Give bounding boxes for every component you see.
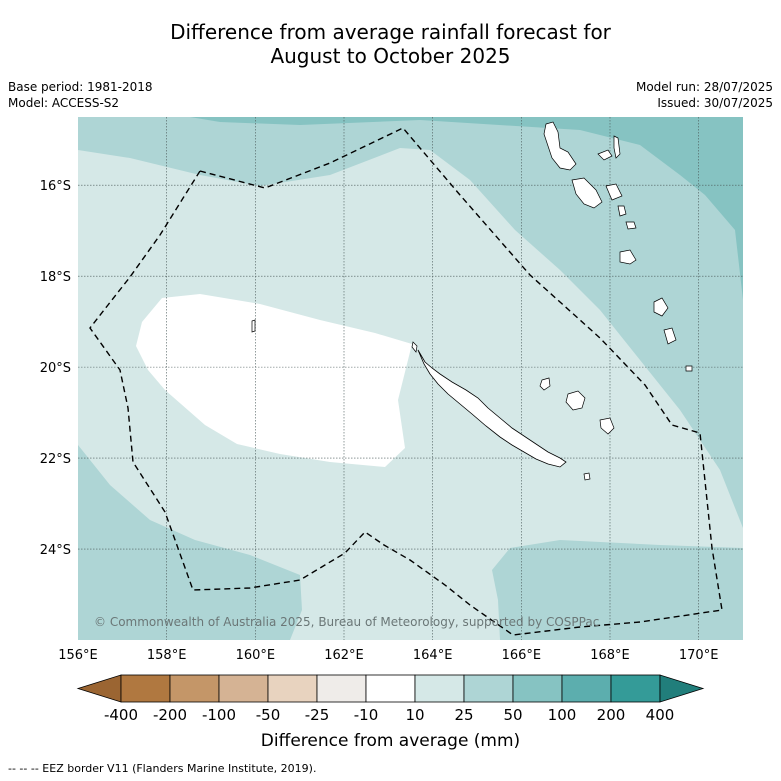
chart-title: Difference from average rainfall forecas… bbox=[0, 20, 781, 68]
contour-minus10-10 bbox=[136, 294, 412, 467]
base-period: Base period: 1981-2018 bbox=[8, 80, 153, 94]
lat-tick-label: 22°S bbox=[40, 452, 71, 467]
lon-tick-label: 162°E bbox=[324, 648, 364, 663]
colorbar-tick-labels: -400 -200 -100 -50 -25 -10 10 25 50 100 200 400 bbox=[104, 706, 674, 724]
lifou-island bbox=[539, 377, 551, 391]
colorbar-segment bbox=[316, 674, 367, 703]
colorbar-title: Difference from average (mm) bbox=[260, 731, 521, 751]
colorbar-tick-label: 100 bbox=[548, 706, 577, 724]
epi bbox=[617, 205, 627, 217]
isle-of-pines bbox=[583, 472, 591, 481]
colorbar-extend-low bbox=[76, 674, 122, 703]
shepherd-islet bbox=[625, 221, 637, 230]
aneityum bbox=[685, 365, 693, 372]
model-name: Model: ACCESS-S2 bbox=[8, 96, 120, 110]
colorbar-tick-label: -200 bbox=[153, 706, 187, 724]
lat-tick-label: 24°S bbox=[40, 543, 71, 558]
efate bbox=[619, 249, 637, 265]
eez-legend-note: -- -- -- EEZ border V11 (Flanders Marine… bbox=[8, 762, 317, 775]
eez-border bbox=[89, 127, 723, 636]
colorbar-segment bbox=[267, 674, 318, 703]
espiritu-santo bbox=[543, 121, 577, 171]
colorbar-tick-label: 200 bbox=[597, 706, 626, 724]
lon-tick-label: 170°E bbox=[679, 648, 719, 663]
meta-right: Model run: 28/07/2025 Issued: 30/07/2025 bbox=[636, 79, 773, 111]
chesterfield-islet bbox=[251, 319, 256, 333]
erromango bbox=[653, 297, 669, 317]
colorbar-segment bbox=[218, 674, 269, 703]
mare-island bbox=[565, 390, 586, 411]
map-area: © Commonwealth of Australia 2025, Bureau… bbox=[78, 117, 743, 640]
ambae bbox=[597, 149, 613, 161]
colorbar-segment bbox=[512, 674, 563, 703]
meta-left: Base period: 1981-2018 Model: ACCESS-S2 bbox=[8, 79, 153, 111]
lat-tick-label: 20°S bbox=[40, 361, 71, 376]
colorbar-tick-label: -50 bbox=[256, 706, 281, 724]
islet bbox=[411, 341, 418, 353]
lon-tick-label: 164°E bbox=[413, 648, 453, 663]
lat-tick-label: 16°S bbox=[40, 179, 71, 194]
malekula bbox=[571, 177, 603, 209]
lon-tick-label: 158°E bbox=[147, 648, 187, 663]
axis-labels: 156°E 158°E 160°E 162°E 164°E 166°E 168°E 170°E… bbox=[40, 179, 719, 663]
lon-tick-label: 166°E bbox=[502, 648, 542, 663]
colorbar-segment bbox=[414, 674, 465, 703]
loyalty-islet bbox=[599, 417, 615, 435]
lat-tick-label: 18°S bbox=[40, 270, 71, 285]
copyright-notice: © Commonwealth of Australia 2025, Bureau… bbox=[94, 615, 599, 629]
colorbar-tick-label: -100 bbox=[202, 706, 236, 724]
lon-tick-label: 168°E bbox=[590, 648, 630, 663]
colorbar-tick-label: 400 bbox=[646, 706, 675, 724]
colorbar bbox=[76, 674, 705, 703]
colorbar-tick-label: 50 bbox=[503, 706, 522, 724]
lon-tick-label: 156°E bbox=[58, 648, 98, 663]
issued-date: Issued: 30/07/2025 bbox=[657, 96, 773, 110]
tanna bbox=[663, 327, 677, 345]
contour-50-100 bbox=[190, 117, 743, 300]
title-line-2: August to October 2025 bbox=[270, 44, 511, 68]
colorbar-tick-label: -10 bbox=[354, 706, 379, 724]
colorbar-segment bbox=[610, 674, 661, 703]
model-run: Model run: 28/07/2025 bbox=[635, 80, 773, 94]
lon-tick-label: 160°E bbox=[236, 648, 276, 663]
colorbar-segment bbox=[463, 674, 514, 703]
colorbar-segment bbox=[365, 674, 416, 703]
colorbar-segment bbox=[561, 674, 612, 703]
new-caledonia-island bbox=[417, 349, 567, 468]
grid-lines bbox=[78, 117, 743, 640]
contour-10-25 bbox=[78, 148, 743, 640]
colorbar-segment bbox=[169, 674, 220, 703]
ambrym bbox=[605, 183, 623, 201]
colorbar-tick-label: 25 bbox=[454, 706, 473, 724]
maewo bbox=[613, 135, 621, 159]
colorbar-tick-label: 10 bbox=[405, 706, 424, 724]
colorbar-extend-high bbox=[659, 674, 705, 703]
title-line-1: Difference from average rainfall forecas… bbox=[170, 20, 611, 44]
colorbar-tick-label: -25 bbox=[305, 706, 330, 724]
colorbar-segment bbox=[120, 674, 171, 703]
colorbar-tick-label: -400 bbox=[104, 706, 138, 724]
